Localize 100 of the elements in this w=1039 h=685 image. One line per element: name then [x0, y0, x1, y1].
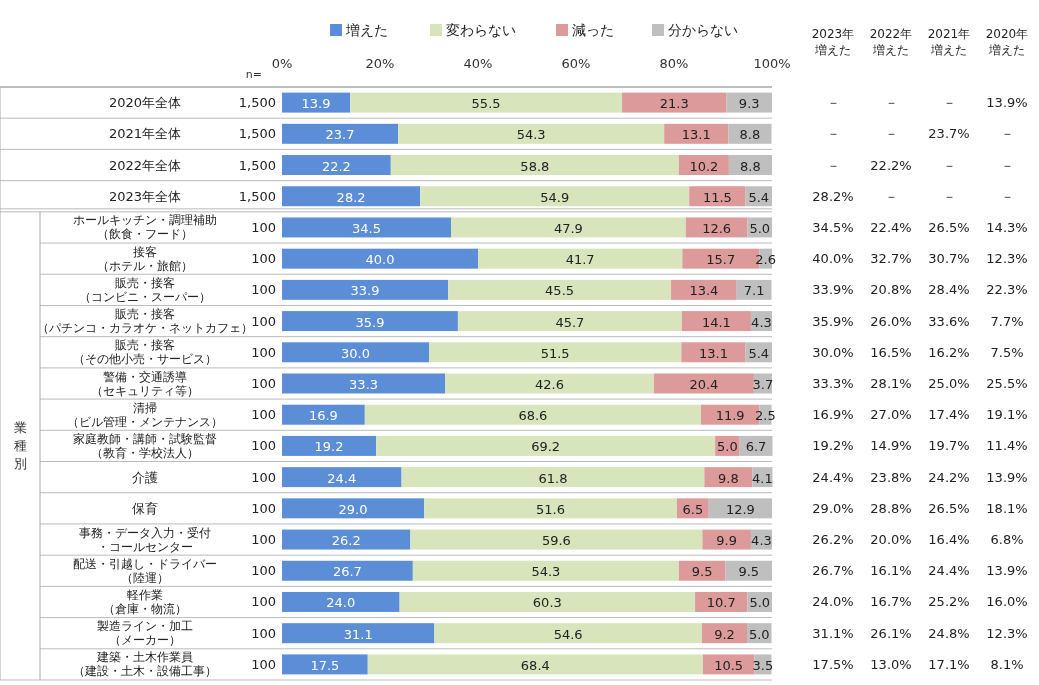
- text: 24.4%: [812, 469, 854, 485]
- data-label: 54.3: [531, 564, 561, 580]
- data-label: 7.1: [743, 283, 765, 299]
- bar: [451, 217, 686, 238]
- bar: [689, 186, 746, 207]
- text: 25.0%: [928, 376, 970, 391]
- text: 22.3%: [986, 282, 1028, 298]
- text: 24.4%: [928, 563, 970, 579]
- text: 11.4%: [986, 438, 1028, 454]
- bar: [412, 560, 679, 581]
- bar: [282, 155, 391, 176]
- data-label: 2.6: [755, 252, 776, 268]
- text: 16.0%: [986, 594, 1028, 610]
- bar: [701, 623, 748, 644]
- data-label: 13.9: [301, 96, 331, 112]
- text: 8.1%: [990, 656, 1024, 672]
- bar: [664, 123, 729, 144]
- text: 30.7%: [928, 251, 970, 267]
- data-label: 45.7: [555, 314, 585, 330]
- bar: [282, 404, 365, 425]
- bar: [282, 467, 402, 488]
- text: 35.9%: [812, 313, 854, 329]
- bar: [282, 373, 446, 394]
- data-label: 23.7: [325, 127, 355, 143]
- text: 27.0%: [870, 407, 912, 423]
- data-label: 30.0: [341, 345, 370, 361]
- data-label: 9.9: [716, 533, 738, 549]
- legend-label: 減った: [572, 22, 614, 38]
- data-label: 4.3: [751, 533, 772, 549]
- data-label: 13.4: [689, 283, 719, 299]
- data-label: 5.4: [748, 345, 770, 361]
- bar: [725, 560, 772, 581]
- data-label: 8.8: [740, 158, 761, 174]
- data-label: 11.9: [715, 408, 745, 424]
- text: 22.2%: [870, 157, 912, 173]
- data-label: 60.3: [532, 595, 562, 611]
- bar: [702, 529, 751, 550]
- text: 17.1%: [928, 656, 970, 672]
- data-label: 6.7: [745, 439, 767, 455]
- bar: [429, 342, 682, 363]
- y2-tick-label: 100: [251, 625, 276, 641]
- y2-tick-label: 100: [251, 438, 276, 454]
- y2-tick-label: 100: [251, 532, 276, 548]
- bar: [424, 498, 677, 519]
- text: 26.2%: [812, 532, 854, 548]
- data-label: 16.9: [308, 408, 338, 424]
- y-tick-label: 介護: [132, 469, 158, 485]
- text: －: [826, 126, 840, 142]
- data-label: 59.6: [541, 533, 571, 549]
- bar: [420, 186, 690, 207]
- text: －: [1000, 126, 1014, 142]
- bar: [282, 591, 400, 612]
- data-label: 5.0: [749, 220, 771, 236]
- y-tick-label: 配送・引越し・ドライバー（陸運）: [73, 556, 217, 585]
- bar: [367, 654, 703, 675]
- bar: [282, 186, 421, 207]
- text: 16.7%: [870, 594, 912, 610]
- y-tick-label: 清掃（ビル管理・メンテナンス）: [67, 400, 223, 429]
- bar: [448, 279, 672, 300]
- bar: [282, 279, 449, 300]
- text: －: [942, 157, 956, 173]
- text: 29.0%: [812, 500, 854, 516]
- y2-tick-label: 100: [251, 407, 276, 423]
- data-label: 12.6: [702, 220, 732, 236]
- y-tick-label: 事務・データ入力・受付・コールセンター: [79, 525, 211, 554]
- text: －: [1000, 188, 1014, 204]
- data-label: 40.0: [365, 252, 395, 268]
- bar: [376, 435, 716, 456]
- text: 31.1%: [812, 625, 854, 641]
- text: 28.2%: [812, 188, 854, 204]
- y2-tick-label: 100: [251, 376, 276, 391]
- y-tick-label: 警備・交通誘導（セキュリティ等）: [91, 369, 199, 398]
- text: 33.9%: [812, 282, 854, 298]
- bar: [350, 92, 623, 113]
- bar: [398, 123, 665, 144]
- data-label: 13.1: [698, 345, 728, 361]
- bar: [282, 435, 377, 456]
- text: 13.9%: [986, 95, 1028, 111]
- text: －: [942, 188, 956, 204]
- y2-tick-label: 100: [251, 656, 276, 672]
- text: 19.2%: [812, 438, 854, 454]
- y-tick-label: 接客（ホテル・旅館）: [97, 244, 193, 273]
- data-label: 54.3: [516, 127, 546, 143]
- data-label: 69.2: [531, 439, 561, 455]
- bar: [434, 623, 702, 644]
- data-label: 28.2: [336, 189, 366, 205]
- data-label: 3.5: [752, 657, 774, 673]
- data-label: 20.4: [689, 377, 719, 392]
- data-label: 31.1: [343, 626, 373, 642]
- y-tick-label: 2023年全体: [108, 188, 182, 204]
- bar: [390, 155, 679, 176]
- bar: [282, 498, 425, 519]
- y-tick-label: 軽作業（倉庫・物流）: [103, 587, 187, 616]
- data-label: 17.5: [310, 657, 340, 673]
- data-label: 9.5: [738, 564, 760, 580]
- bar: [410, 529, 703, 550]
- data-label: 54.9: [540, 189, 570, 205]
- y2-tick-label: 100: [251, 251, 276, 267]
- y-tick-label: 2021年全体: [108, 126, 182, 142]
- text: 19.7%: [928, 438, 970, 454]
